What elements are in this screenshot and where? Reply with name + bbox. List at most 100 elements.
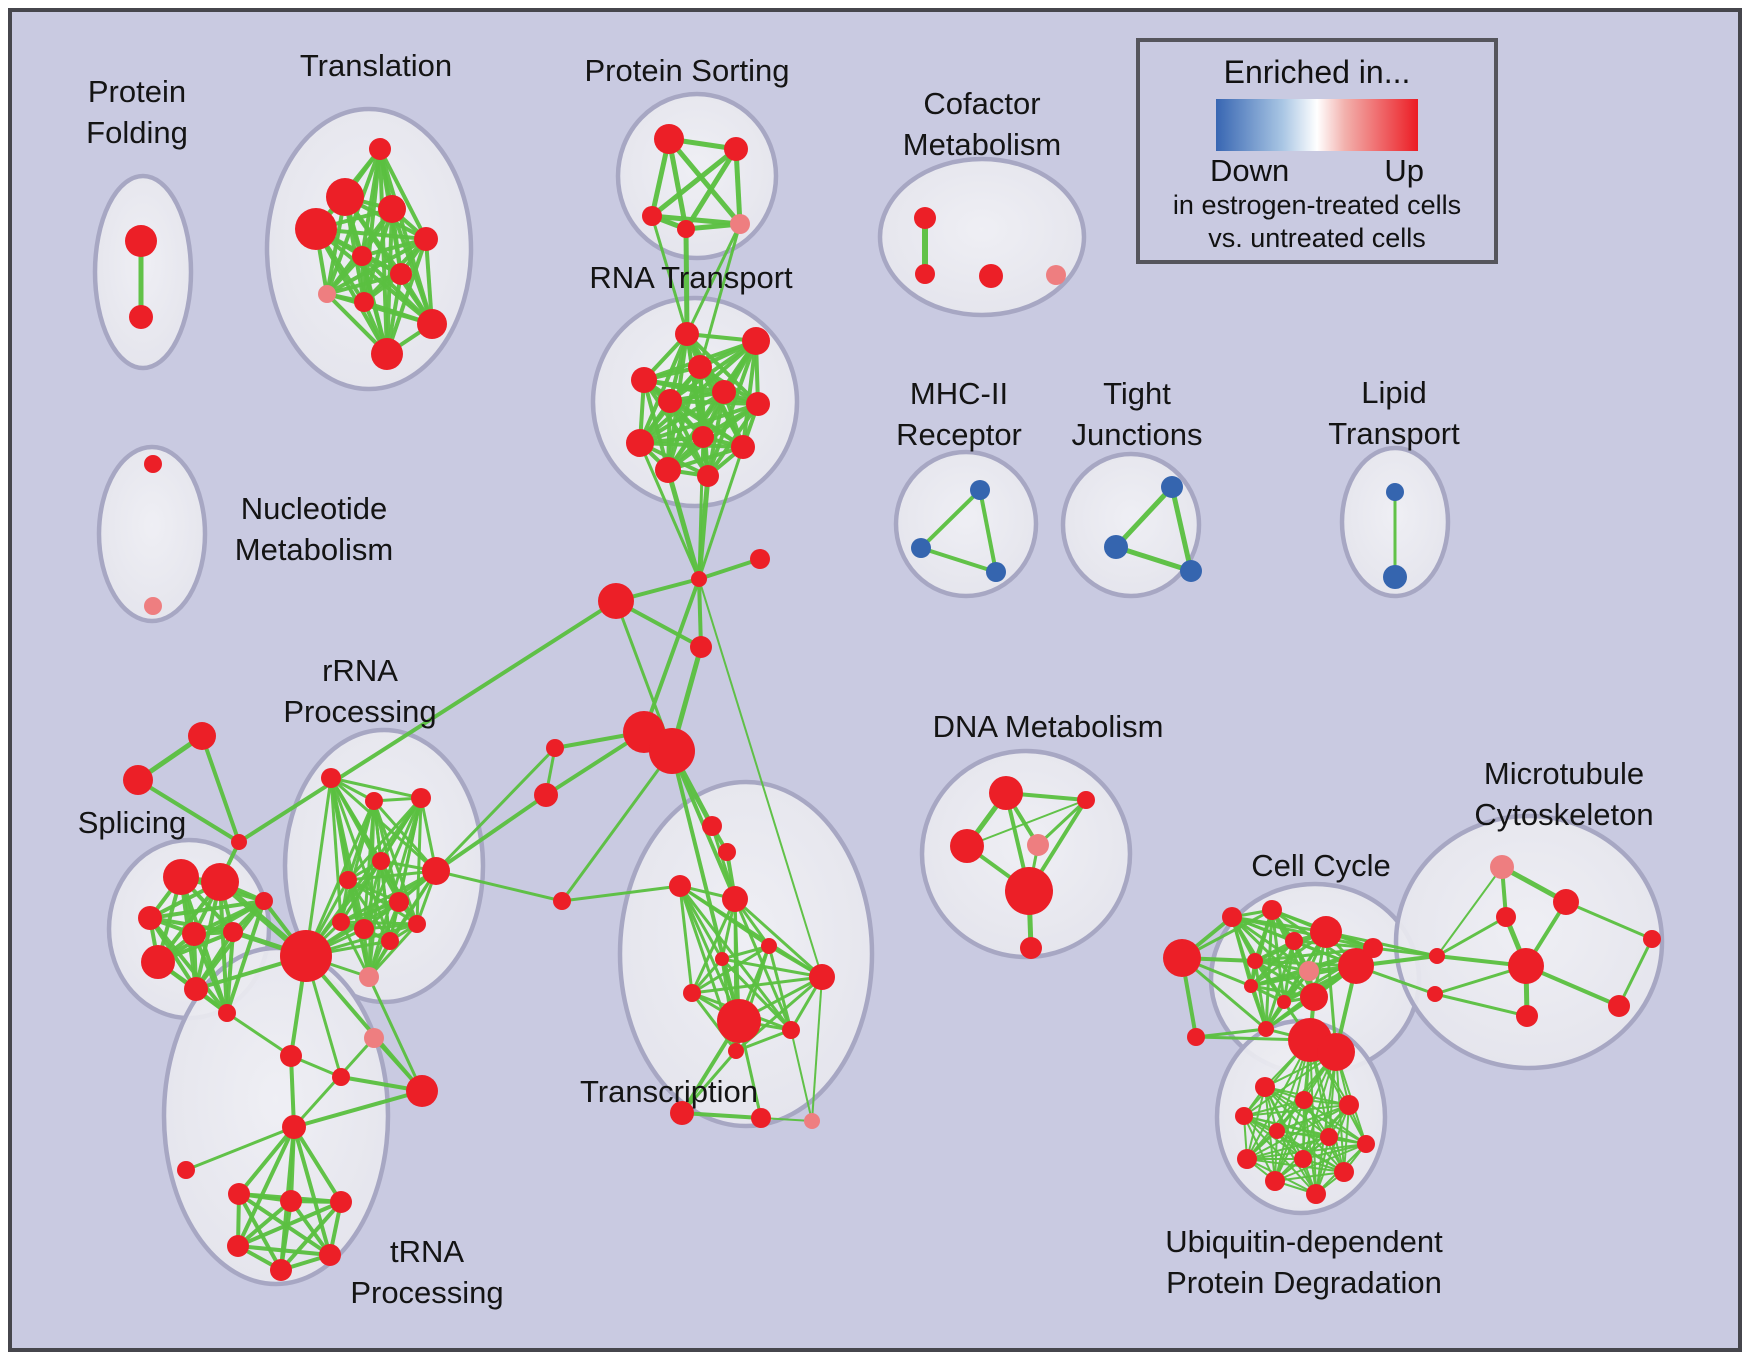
network-node (1237, 1149, 1257, 1169)
network-node (270, 1259, 292, 1281)
network-node (692, 426, 714, 448)
network-node (691, 571, 707, 587)
network-edge (681, 1111, 762, 1120)
network-node (675, 322, 699, 346)
network-node (717, 999, 761, 1043)
network-edge (330, 776, 422, 800)
network-edge (1253, 960, 1268, 1030)
network-node (654, 124, 684, 154)
network-node (804, 1113, 820, 1129)
network-node (1383, 565, 1407, 589)
network-node (1608, 995, 1630, 1017)
network-node (534, 783, 558, 807)
network-edge (1264, 1086, 1330, 1138)
network-node (408, 915, 426, 933)
network-node (986, 562, 1006, 582)
network-edge (1169, 486, 1194, 572)
network-edge (650, 215, 689, 335)
network-node (138, 906, 162, 930)
network-node (598, 583, 634, 619)
network-node (129, 305, 153, 329)
network-edge (678, 885, 724, 960)
network-node (915, 264, 935, 284)
network-node (182, 922, 206, 946)
network-edge (685, 223, 742, 335)
network-edge (721, 957, 823, 979)
network-edge (735, 1028, 792, 1053)
network-edge (346, 797, 423, 881)
network-node (1277, 995, 1291, 1009)
network-node (1508, 948, 1544, 984)
network-edge (1264, 940, 1296, 1030)
network-edge (1274, 1171, 1345, 1182)
network-node (330, 1191, 352, 1213)
cluster-label-cofactor-metabolism: Metabolism (903, 127, 1062, 162)
network-edge (367, 922, 419, 979)
network-node (1258, 1021, 1274, 1037)
network-node (389, 892, 409, 912)
network-node (332, 1068, 350, 1086)
network-node (218, 1004, 236, 1022)
network-edge (279, 1200, 293, 1271)
network-node (354, 919, 374, 939)
network-node (970, 480, 990, 500)
network-node (728, 1043, 744, 1059)
network-edge (339, 921, 371, 978)
network-node (631, 367, 657, 393)
network-edge (1246, 1136, 1330, 1160)
network-node (730, 214, 750, 234)
network-edge (185, 1125, 295, 1172)
network-node (184, 977, 208, 1001)
network-node (1386, 483, 1404, 501)
network-node (227, 1235, 249, 1257)
network-edge (237, 1244, 331, 1257)
network-edge (340, 900, 400, 924)
network-edge (314, 228, 389, 355)
network-edge (920, 546, 997, 574)
network-node (718, 843, 736, 861)
figure-frame: Protein Folding Translation Protein Sorting… (8, 8, 1742, 1352)
network-node (1490, 855, 1514, 879)
cluster-label-cell-cycle: Cell Cycle (1251, 848, 1391, 883)
network-node (422, 857, 450, 885)
network-node (649, 728, 695, 774)
network-edge (136, 778, 241, 844)
network-node (228, 1183, 250, 1205)
network-edge (638, 333, 689, 444)
network-edge (347, 878, 418, 926)
network-node (280, 930, 332, 982)
network-edge (415, 797, 423, 925)
network-node (1553, 889, 1579, 915)
network-node (979, 264, 1003, 288)
network-node (231, 834, 247, 850)
legend-ends: Down Up (1210, 153, 1424, 189)
network-edge (292, 1125, 343, 1204)
network-edge (390, 208, 434, 325)
network-node (177, 1161, 195, 1179)
network-edge (698, 578, 823, 978)
network-node (372, 852, 390, 870)
cluster-label-ubiquitin-degradation: Protein Degradation (1166, 1265, 1442, 1300)
network-node (144, 597, 162, 615)
legend-up-label: Up (1384, 153, 1424, 188)
network-node (750, 549, 770, 569)
network-node (144, 455, 162, 473)
cluster-label-protein-folding: Protein (88, 74, 186, 109)
network-node (715, 952, 729, 966)
network-edge (279, 1200, 343, 1272)
cluster-label-dna-metabolism: DNA Metabolism (933, 709, 1164, 744)
cluster-label-trna-processing: tRNA (390, 1234, 464, 1269)
network-edge (643, 378, 759, 406)
network-node (390, 263, 412, 285)
cluster-label-tight-junctions: Junctions (1072, 417, 1203, 452)
cluster-label-ubiquitin-degradation: Ubiquitin-dependent (1165, 1224, 1443, 1259)
network-edge (1274, 1143, 1367, 1182)
network-node (742, 327, 770, 355)
network-node (1104, 535, 1128, 559)
network-edge (690, 898, 737, 994)
network-node (188, 722, 216, 750)
network-node (125, 225, 157, 257)
network-node (369, 138, 391, 160)
cluster-ellipse-microtubule-cytoskeleton (1393, 813, 1665, 1071)
network-node (1265, 1171, 1285, 1191)
